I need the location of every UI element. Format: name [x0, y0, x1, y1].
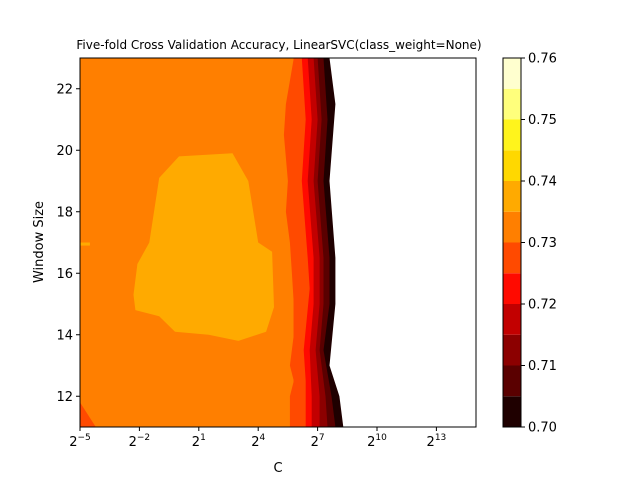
colorbar-tick-label: 0.70: [528, 421, 557, 436]
colorbar-swatch: [503, 365, 521, 397]
x-tick-label: 27: [311, 433, 325, 450]
x-tick-label: 213: [427, 433, 447, 450]
x-tick-label: 24: [251, 433, 265, 450]
y-tick-label: 14: [56, 328, 73, 343]
colorbar-tick-label: 0.76: [528, 52, 557, 67]
colorbar-tick-label: 0.71: [528, 359, 557, 374]
colorbar-swatch: [503, 150, 521, 181]
colorbar-swatch: [503, 88, 521, 120]
y-tick-label: 22: [56, 82, 73, 97]
colorbar-swatch: [503, 334, 521, 366]
plot-frame: [79, 57, 477, 428]
contour-region-4: [283, 58, 310, 427]
x-axis-label: C: [273, 461, 282, 476]
colorbar-swatch: [503, 181, 521, 212]
x-tick-label: 210: [367, 433, 387, 450]
colorbar-swatch: [503, 242, 521, 274]
contour-region-3: [80, 402, 96, 427]
colorbar-tick-label: 0.75: [528, 113, 557, 128]
y-axis: 12 14 16 18 20 22: [56, 82, 80, 405]
colorbar-tick-label: 0.74: [528, 175, 557, 190]
y-tick-label: 18: [56, 205, 73, 220]
colorbar-swatch: [503, 58, 521, 89]
y-axis-label: Window Size: [32, 201, 47, 283]
contour-region-2: [80, 242, 90, 246]
x-axis: 2−5 2−2 21 24 27 210 213: [69, 427, 446, 450]
colorbar-tick-label: 0.72: [528, 298, 557, 313]
colorbar-swatch: [503, 211, 521, 243]
x-tick-label: 2−2: [129, 433, 151, 450]
x-tick-label: 2−5: [69, 433, 91, 450]
colorbar-swatch: [503, 304, 521, 335]
chart-title: Five-fold Cross Validation Accuracy, Lin…: [76, 38, 481, 52]
y-tick-label: 20: [56, 144, 73, 159]
colorbar: 0.70 0.71 0.72 0.73 0.74 0.75 0.76: [502, 52, 557, 436]
colorbar-swatch: [503, 119, 521, 151]
y-tick-label: 12: [56, 390, 73, 405]
colorbar-swatch: [503, 273, 521, 304]
contour-region-1: [133, 153, 274, 341]
colorbar-swatch: [503, 396, 521, 427]
colorbar-tick-label: 0.73: [528, 236, 557, 251]
x-tick-label: 21: [192, 433, 206, 450]
contour-plot-area: [80, 58, 344, 427]
y-tick-label: 16: [56, 267, 73, 282]
